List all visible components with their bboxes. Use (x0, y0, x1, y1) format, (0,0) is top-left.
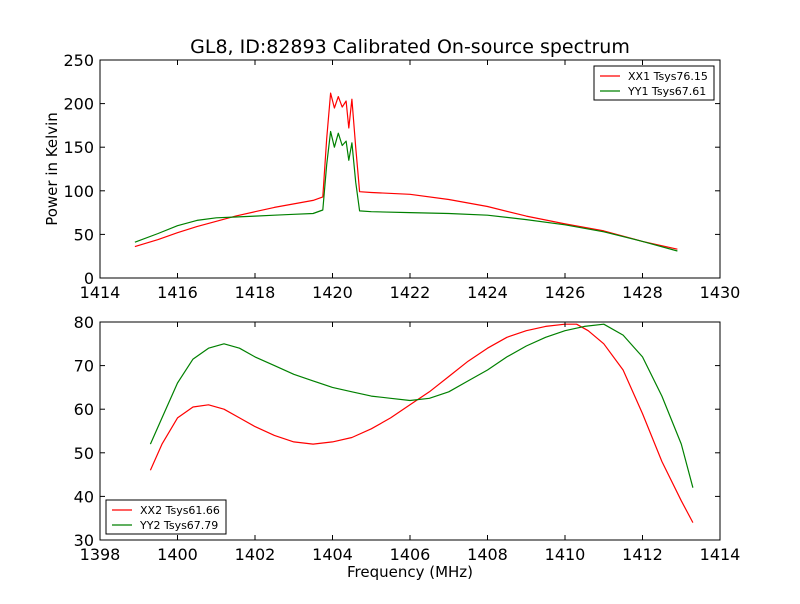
x-tick-label: 1414 (80, 283, 121, 302)
x-tick-label: 1430 (700, 283, 741, 302)
legend: XX1 Tsys76.15 YY1 Tsys67.61 (593, 65, 715, 101)
series-line-2 (149, 323, 694, 488)
bottom-panel: 1398 1400 1402 1404 1406 1408 1410 1412 1414 30 40… (74, 313, 741, 564)
x-tick-label: 1404 (312, 545, 353, 564)
x-tick-label: 1424 (467, 283, 508, 302)
x-tick-label: 1400 (157, 545, 198, 564)
series-line-1 (149, 323, 694, 523)
legend-label: XX1 Tsys76.15 (628, 70, 708, 83)
chart-title: GL8, ID:82893 Calibrated On-source spect… (190, 36, 630, 58)
top-panel: 1414 1416 1418 1420 1422 1424 1426 1428 1430 0 50 1… (63, 51, 740, 302)
y-tick-label: 40 (74, 487, 94, 506)
x-axis-title: Frequency (MHz) (347, 563, 473, 581)
y-tick-label: 100 (63, 182, 94, 201)
y-tick-label: 250 (63, 51, 94, 70)
y-tick-label: 50 (74, 444, 94, 463)
series-line-2 (134, 130, 678, 252)
x-tick-label: 1422 (390, 283, 431, 302)
y-tick-label: 50 (74, 225, 94, 244)
x-tick-label: 1420 (312, 283, 353, 302)
legend: XX2 Tsys61.66 YY2 Tsys67.79 (105, 499, 227, 535)
series-line-1 (134, 92, 678, 250)
y-tick-label: 80 (74, 313, 94, 332)
x-tick-label: 1412 (622, 545, 663, 564)
y-tick-label: 70 (74, 357, 94, 376)
legend-label: YY1 Tsys67.61 (627, 85, 706, 98)
x-tick-label: 1428 (622, 283, 663, 302)
legend-box (105, 499, 227, 535)
x-tick-label: 1406 (390, 545, 431, 564)
x-tick-label: 1402 (235, 545, 276, 564)
y-tick-label: 60 (74, 400, 94, 419)
y-tick-label: 30 (74, 531, 94, 550)
legend-label: XX2 Tsys61.66 (140, 504, 220, 517)
legend-label: YY2 Tsys67.79 (139, 519, 218, 532)
x-tick-label: 1410 (545, 545, 586, 564)
y-tick-label: 150 (63, 138, 94, 157)
x-tick-label: 1418 (235, 283, 276, 302)
x-tick-label: 1414 (700, 545, 741, 564)
x-tick-label: 1426 (545, 283, 586, 302)
x-tick-label: 1416 (157, 283, 198, 302)
x-tick-label: 1398 (80, 545, 121, 564)
legend-box (593, 65, 715, 101)
y-axis-title: Power in Kelvin (43, 112, 61, 226)
y-tick-label: 0 (84, 269, 94, 288)
y-tick-label: 200 (63, 95, 94, 114)
x-tick-label: 1408 (467, 545, 508, 564)
